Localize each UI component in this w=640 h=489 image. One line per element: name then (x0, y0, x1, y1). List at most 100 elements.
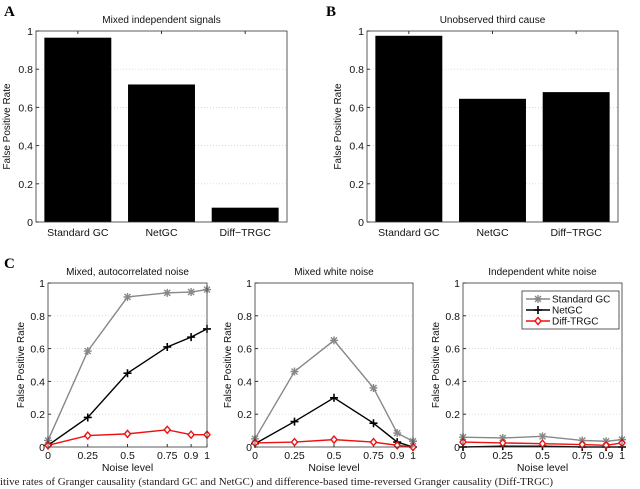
y-tick-label: 0.8 (237, 311, 252, 323)
bar-1 (375, 35, 443, 223)
y-tick-label: 0.8 (30, 311, 45, 323)
data-point (498, 438, 507, 448)
y-axis-label: False Positive Rate (333, 83, 344, 170)
y-tick-label: 0.2 (445, 409, 460, 421)
axes-box (366, 30, 619, 223)
x-tick-label: 0.25 (78, 450, 99, 462)
chart-2: 0 0.2 0.4 0.6 0.8 1 Unobserved third cause Fals… (333, 15, 619, 239)
axes-box (462, 282, 623, 448)
data-point (393, 429, 402, 438)
axes-box (35, 30, 288, 223)
chart-5: 0 0.2 0.4 0.6 0.8 1 Independent white noise Fal… (431, 267, 626, 474)
x-axis-label: Noise level (517, 462, 568, 474)
data-point (163, 342, 172, 351)
x-tick-label: 1 (619, 450, 625, 462)
series-diff-trgc (44, 425, 211, 450)
y-axis-label: False Positive Rate (223, 321, 234, 408)
x-tick-label: 0.9 (390, 450, 405, 462)
data-point (369, 383, 378, 392)
x-tick-label: 0.5 (327, 450, 342, 462)
axes-box (254, 282, 414, 448)
series-line (254, 339, 414, 442)
series-line (47, 288, 208, 441)
bar-2 (459, 98, 526, 222)
data-point (187, 430, 196, 440)
x-axis-label: Noise level (102, 462, 153, 474)
x-tick-label: 0.75 (363, 450, 384, 462)
data-point (123, 292, 132, 301)
bar-3 (542, 92, 610, 223)
data-point (123, 429, 132, 439)
panel-label-b: B (326, 4, 336, 20)
legend-marker (534, 316, 542, 326)
data-point (538, 432, 547, 441)
chart-title: Mixed independent signals (102, 15, 220, 26)
y-axis-label: False Positive Rate (431, 321, 442, 408)
y-tick-label: 0.8 (445, 311, 460, 323)
y-tick-label: 1 (246, 278, 252, 290)
y-tick-label: 0.4 (237, 376, 252, 388)
chart-title: Independent white noise (488, 267, 597, 278)
series-standard-gc (251, 336, 417, 446)
axes-box (47, 282, 208, 448)
y-tick-label: 0 (246, 442, 252, 454)
y-tick-label: 0 (454, 442, 460, 454)
y-tick-label: 1 (39, 278, 45, 290)
series-line (254, 396, 414, 448)
x-tick-label: 0.5 (535, 450, 550, 462)
x-axis-label: Noise level (308, 462, 359, 474)
data-point (290, 417, 299, 426)
y-tick-label: 0.6 (18, 102, 33, 114)
x-tick-label: Diff−TRGC (219, 227, 271, 239)
x-tick-label: 0.9 (599, 450, 614, 462)
data-point (83, 347, 92, 356)
y-tick-label: 0.4 (349, 141, 364, 153)
data-point (369, 437, 378, 447)
y-tick-label: 0.4 (445, 376, 460, 388)
y-tick-label: 1 (27, 26, 33, 38)
series-line (47, 328, 208, 446)
y-tick-label: 0 (27, 217, 33, 229)
y-tick-label: 0.2 (349, 179, 364, 191)
panel-label-c: C (4, 256, 15, 272)
x-tick-label: 0 (252, 450, 258, 462)
legend-label: Standard GC (552, 295, 610, 306)
data-point (330, 393, 338, 402)
data-point (187, 288, 196, 297)
x-tick-label: 0.25 (284, 450, 305, 462)
y-tick-label: 0.8 (349, 64, 364, 76)
data-point (163, 288, 172, 297)
x-tick-label: 0 (460, 450, 466, 462)
y-tick-label: 0 (39, 442, 45, 454)
data-point (498, 433, 507, 442)
y-tick-label: 1 (358, 26, 364, 38)
chart-title: Unobserved third cause (440, 15, 546, 26)
y-tick-label: 0.6 (445, 344, 460, 356)
bar-3 (211, 207, 279, 222)
data-point (369, 419, 378, 428)
y-tick-label: 0 (358, 217, 364, 229)
x-tick-label: 0.25 (493, 450, 514, 462)
chart-4: 0 0.2 0.4 0.6 0.8 1 Mixed white noise False Pos… (223, 267, 417, 474)
data-point (330, 435, 338, 445)
chart-title: Mixed white noise (294, 267, 374, 278)
series-standard-gc (44, 285, 211, 445)
y-tick-label: 0.2 (18, 179, 33, 191)
x-tick-label: 0 (45, 450, 51, 462)
legend-label: Diff-TRGC (552, 317, 598, 328)
y-tick-label: 0.6 (30, 344, 45, 356)
data-point (290, 367, 299, 376)
legend-marker (534, 306, 542, 314)
data-point (83, 413, 92, 422)
bar-1 (44, 37, 112, 223)
x-tick-label: 0.5 (120, 450, 135, 462)
y-tick-label: 0.2 (237, 409, 252, 421)
x-tick-label: Standard GC (47, 227, 109, 239)
data-point (290, 437, 299, 447)
data-point (187, 333, 196, 342)
y-tick-label: 0.6 (349, 102, 364, 114)
y-tick-label: 1 (454, 278, 460, 290)
y-tick-label: 0.4 (18, 141, 33, 153)
data-point (330, 336, 338, 345)
